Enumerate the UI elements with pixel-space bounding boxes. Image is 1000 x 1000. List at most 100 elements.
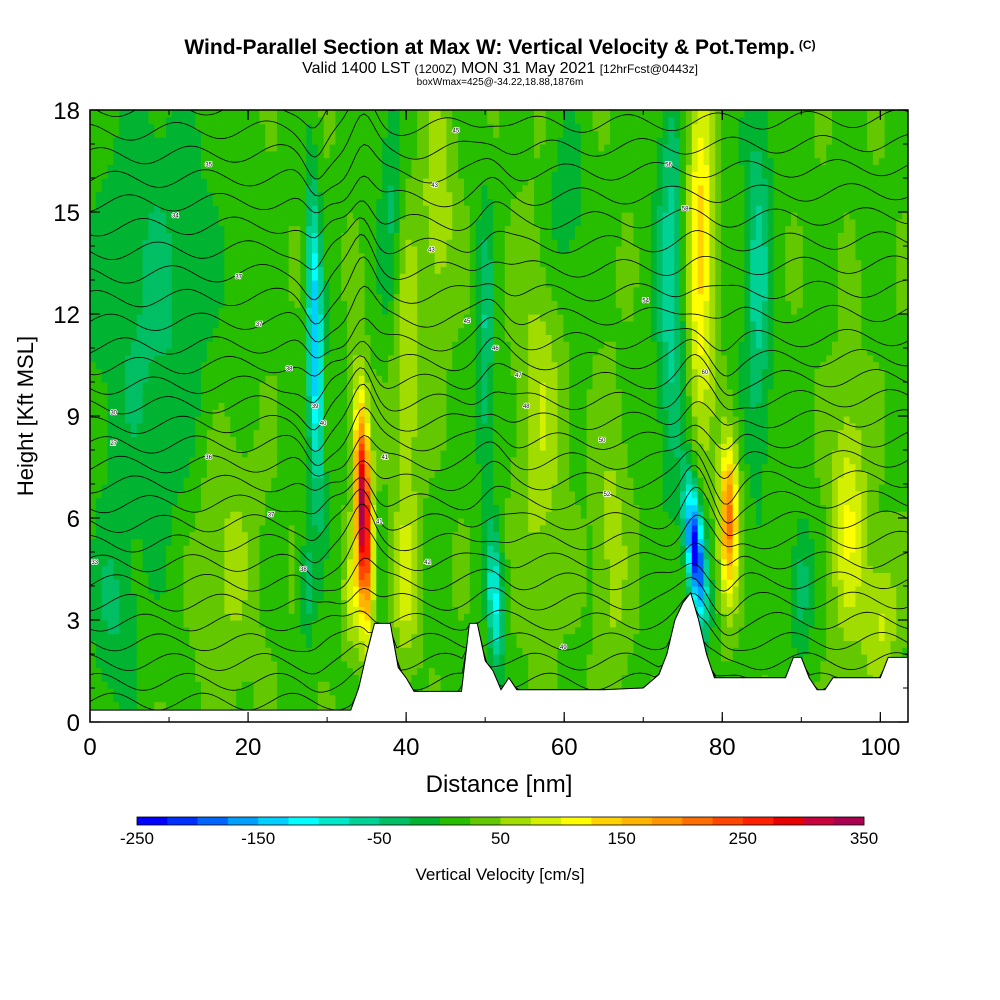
velocity-cell	[352, 647, 360, 655]
velocity-cell	[201, 348, 208, 356]
velocity-cell	[271, 606, 278, 614]
velocity-cell	[265, 157, 272, 165]
velocity-cell	[201, 395, 208, 403]
velocity-cell	[177, 667, 185, 675]
velocity-cell	[101, 640, 109, 648]
velocity-cell	[119, 212, 126, 220]
velocity-cell	[183, 688, 190, 696]
velocity-cell	[323, 212, 331, 220]
velocity-cell	[136, 660, 144, 669]
velocity-cell	[236, 504, 243, 512]
velocity-cell	[405, 640, 412, 648]
velocity-cell	[352, 497, 360, 505]
velocity-cell	[101, 674, 109, 682]
velocity-cell	[387, 511, 395, 519]
velocity-cell	[271, 266, 278, 274]
velocity-cell	[382, 232, 389, 240]
velocity-cell	[212, 620, 220, 628]
velocity-cell	[271, 137, 278, 145]
velocity-cell	[253, 198, 261, 206]
velocity-cell	[247, 144, 255, 152]
velocity-cell	[312, 266, 319, 274]
velocity-cell	[300, 640, 307, 648]
velocity-cell	[148, 157, 155, 165]
velocity-cell	[393, 422, 401, 431]
velocity-cell	[183, 409, 190, 417]
velocity-cell	[399, 348, 407, 356]
velocity-cell	[405, 422, 412, 431]
velocity-cell	[347, 375, 354, 383]
velocity-cell	[90, 667, 97, 675]
velocity-cell	[265, 300, 272, 308]
velocity-cell	[125, 368, 132, 376]
velocity-cell	[300, 552, 307, 560]
velocity-cell	[236, 524, 243, 533]
velocity-cell	[294, 246, 301, 254]
velocity-cell	[405, 252, 412, 261]
velocity-cell	[125, 252, 132, 261]
velocity-cell	[352, 280, 360, 288]
velocity-cell	[241, 429, 249, 437]
velocity-cell	[189, 327, 196, 335]
velocity-cell	[101, 280, 109, 288]
velocity-cell	[171, 293, 179, 301]
velocity-cell	[142, 395, 150, 403]
velocity-cell	[201, 137, 208, 145]
velocity-cell	[370, 334, 377, 342]
velocity-cell	[387, 613, 395, 621]
velocity-cell	[259, 246, 266, 254]
velocity-cell	[393, 144, 401, 152]
velocity-cell	[236, 450, 243, 458]
velocity-cell	[206, 504, 214, 512]
velocity-cell	[259, 130, 266, 138]
velocity-cell	[165, 409, 173, 417]
velocity-cell	[95, 348, 103, 356]
velocity-cell	[300, 409, 307, 417]
velocity-cell	[335, 504, 342, 512]
velocity-cell	[364, 463, 372, 471]
velocity-cell	[253, 647, 261, 655]
velocity-cell	[352, 164, 360, 172]
velocity-cell	[317, 320, 325, 329]
velocity-cell	[259, 300, 266, 308]
velocity-cell	[370, 586, 377, 594]
velocity-cell	[323, 674, 331, 682]
velocity-cell	[276, 259, 284, 267]
velocity-cell	[236, 178, 243, 186]
velocity-cell	[317, 456, 325, 465]
velocity-cell	[241, 688, 249, 696]
velocity-cell	[352, 606, 360, 614]
velocity-cell	[247, 545, 255, 553]
velocity-cell	[107, 531, 114, 539]
velocity-cell	[101, 552, 109, 560]
velocity-cell	[119, 239, 126, 247]
velocity-cell	[306, 456, 313, 465]
velocity-cell	[376, 388, 383, 397]
velocity-cell	[306, 579, 313, 587]
velocity-cell	[241, 293, 249, 301]
velocity-cell	[224, 144, 231, 152]
velocity-cell	[370, 314, 377, 322]
velocity-cell	[177, 320, 185, 329]
velocity-cell	[393, 477, 401, 485]
velocity-cell	[90, 354, 97, 363]
velocity-cell	[130, 382, 138, 390]
velocity-cell	[107, 490, 114, 499]
velocity-cell	[148, 613, 155, 621]
velocity-cell	[107, 463, 114, 471]
velocity-cell	[364, 259, 372, 267]
velocity-cell	[101, 286, 109, 295]
velocity-cell	[201, 586, 208, 594]
velocity-cell	[306, 110, 313, 118]
velocity-cell	[142, 477, 150, 485]
velocity-cell	[224, 626, 231, 635]
velocity-cell	[282, 191, 290, 199]
velocity-cell	[335, 572, 342, 580]
velocity-cell	[259, 701, 266, 709]
velocity-cell	[125, 259, 132, 267]
velocity-cell	[230, 130, 237, 138]
velocity-cell	[364, 314, 372, 322]
velocity-cell	[399, 137, 407, 145]
velocity-cell	[265, 504, 272, 512]
velocity-cell	[171, 688, 179, 696]
